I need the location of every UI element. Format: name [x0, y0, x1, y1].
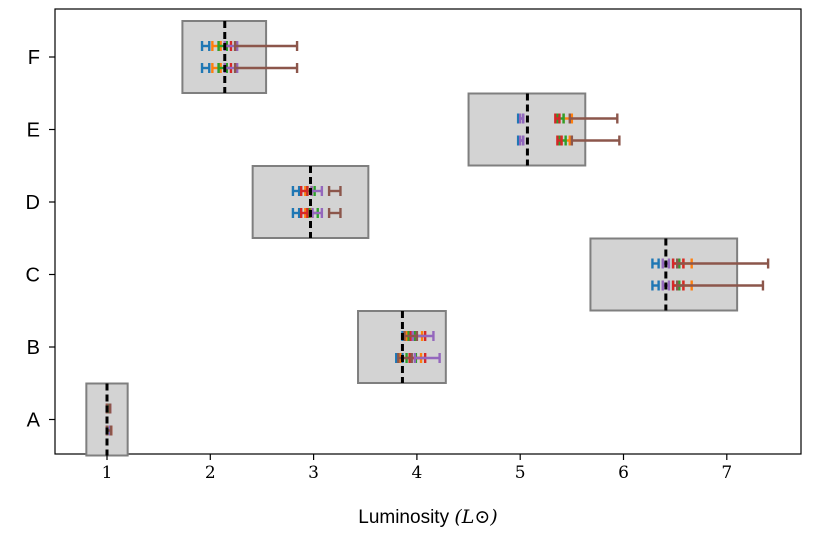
plot-frame	[54, 8, 802, 455]
x-tick-label-5: 5	[515, 463, 526, 483]
x-tick-label-2: 2	[205, 463, 216, 483]
x-tick-label-4: 4	[411, 463, 422, 483]
y-tick-label-c: C	[26, 265, 40, 287]
x-tick-label-1: 1	[102, 463, 113, 483]
y-tick-label-f: F	[28, 47, 40, 69]
x-tick-label-6: 6	[618, 463, 629, 483]
y-tick-label-d: D	[26, 192, 40, 214]
y-tick-label-e: E	[27, 120, 40, 142]
y-tick-label-b: B	[27, 337, 40, 359]
x-axis-label: Luminosity (L⊙)	[358, 506, 497, 528]
x-tick-label-3: 3	[308, 463, 319, 483]
y-tick-label-a: A	[27, 410, 41, 432]
x-tick-label-7: 7	[721, 463, 732, 483]
range-box-c	[589, 237, 739, 312]
